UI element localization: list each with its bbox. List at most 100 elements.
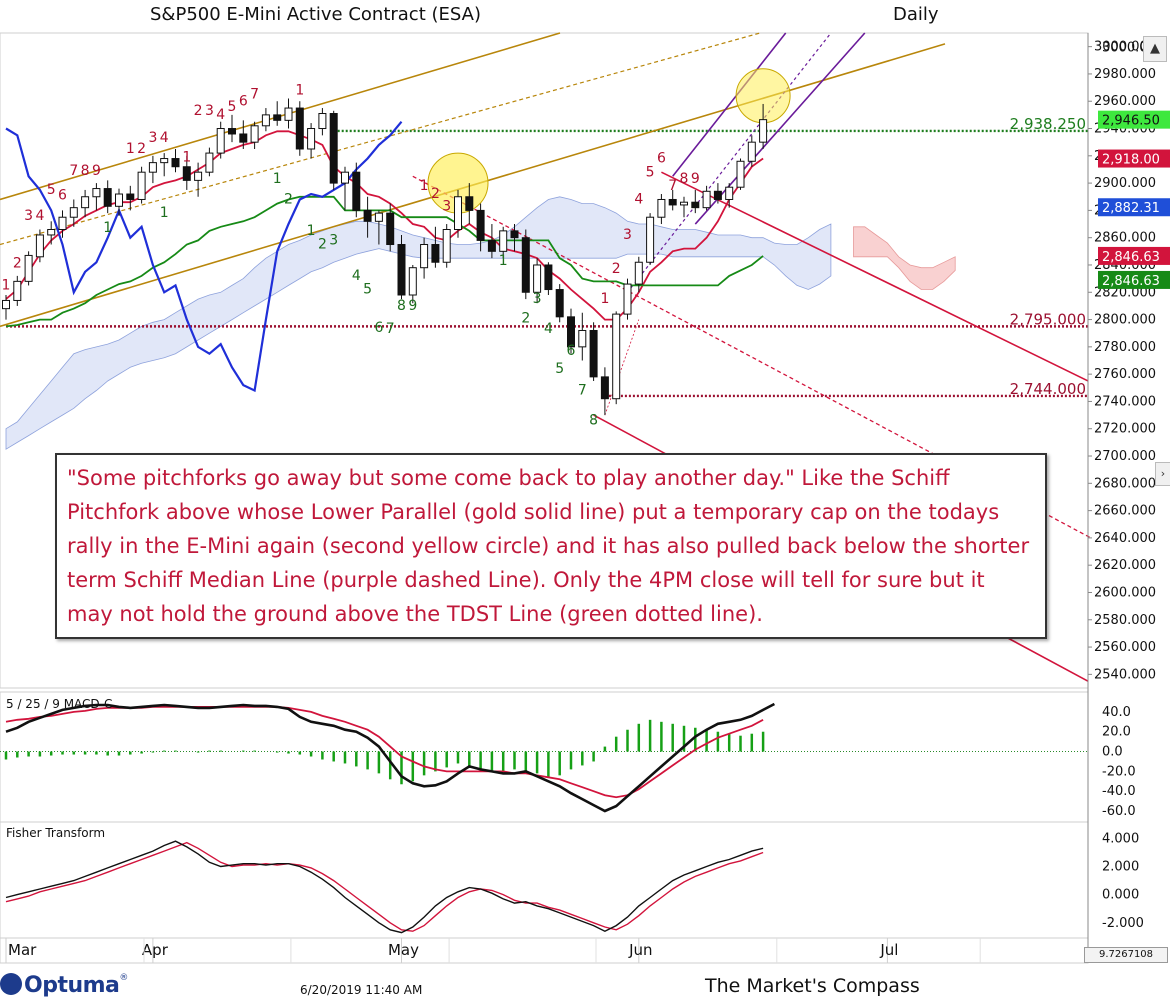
candle-body bbox=[567, 316, 575, 348]
candle-body bbox=[35, 234, 44, 258]
td-setup-green-count: 8 bbox=[589, 413, 598, 429]
candle-body bbox=[69, 207, 78, 218]
macd-tick-label: -20.0 bbox=[1102, 764, 1136, 779]
td-setup-green-count: 1 bbox=[103, 220, 112, 236]
candle-body bbox=[589, 329, 598, 378]
candle-body bbox=[81, 196, 90, 209]
price-badge-label: 2,918.00 bbox=[1102, 153, 1160, 168]
price-badge bbox=[1098, 198, 1170, 217]
ichimoku-cloud-bearish bbox=[853, 226, 956, 290]
candle-body bbox=[397, 244, 406, 296]
price-tick-label: 2980.000 bbox=[1094, 67, 1156, 82]
td-setup-red-count: 4 bbox=[160, 130, 169, 146]
td-setup-green-count: 7 bbox=[386, 321, 395, 337]
price-tick-label: 3000.000 bbox=[1094, 40, 1156, 55]
schiff-median-line bbox=[0, 32, 761, 246]
td-setup-red-count: 1 bbox=[182, 149, 191, 165]
candle-body bbox=[612, 313, 621, 400]
price-tick-label: 2580.000 bbox=[1094, 613, 1156, 628]
td-setup-green-count: 1 bbox=[160, 205, 169, 221]
price-tick-label: 2760.000 bbox=[1094, 367, 1156, 382]
kijun-line bbox=[5, 195, 764, 328]
price-tick-label: 2740.000 bbox=[1094, 394, 1156, 409]
candle-body bbox=[228, 128, 236, 135]
candle-body bbox=[352, 171, 361, 211]
red-short-dotted bbox=[604, 319, 640, 416]
candle-body bbox=[657, 198, 666, 218]
macd-tick-label: 20.0 bbox=[1102, 725, 1131, 740]
price-badge-label: 2,946.50 bbox=[1102, 114, 1160, 129]
fisher-tick-label: 0.000 bbox=[1102, 888, 1139, 903]
candle-body bbox=[216, 128, 225, 154]
candle-body bbox=[205, 152, 214, 173]
date-axis bbox=[0, 937, 1089, 964]
month-tick-label: Mar bbox=[8, 941, 37, 959]
td-setup-green-count: 1 bbox=[273, 171, 282, 187]
td-setup-red-count: 3 bbox=[442, 198, 451, 214]
td-setup-red-count: 6 bbox=[239, 93, 248, 109]
fisher-trigger-line bbox=[5, 841, 764, 932]
price-top-label: 3000.0 bbox=[1102, 41, 1148, 56]
candle-body bbox=[544, 264, 553, 291]
candle-body bbox=[713, 190, 722, 200]
candle-body bbox=[759, 119, 768, 143]
td-setup-red-count: 5 bbox=[646, 164, 655, 180]
candle-body bbox=[194, 171, 203, 181]
price-badge-label: 2,846.63 bbox=[1102, 250, 1160, 265]
candle-body bbox=[499, 230, 508, 252]
candle-body bbox=[533, 264, 542, 293]
candle-body bbox=[702, 190, 711, 209]
td-setup-red-count: 2 bbox=[612, 261, 621, 277]
candle-body bbox=[295, 107, 304, 150]
candle-body bbox=[182, 166, 191, 181]
price-badge-label: 2,882.31 bbox=[1102, 201, 1160, 216]
td-setup-red-count: 7 bbox=[250, 87, 259, 103]
candle-body bbox=[92, 188, 101, 198]
price-tick-label: 2600.000 bbox=[1094, 585, 1156, 600]
period-label: Daily bbox=[893, 4, 939, 25]
price-tick-label: 2780.000 bbox=[1094, 340, 1156, 355]
td-setup-red-count: 6 bbox=[58, 187, 67, 203]
macd-tick-label: 0.0 bbox=[1102, 745, 1123, 760]
fisher-panel bbox=[0, 821, 1089, 939]
price-tick-label: 2960.000 bbox=[1094, 94, 1156, 109]
price-badge bbox=[1098, 270, 1170, 289]
candle-body bbox=[578, 329, 587, 348]
candle-body bbox=[239, 133, 248, 143]
macd-tick-label: 40.0 bbox=[1102, 705, 1131, 720]
cursor-value-readout: 9.7267108 bbox=[1084, 947, 1168, 963]
td-setup-green-count: 9 bbox=[408, 298, 417, 314]
td-setup-green-count: 4 bbox=[352, 268, 361, 284]
td-setup-red-count: 2 bbox=[431, 186, 440, 202]
fisher-tick-label: 2.000 bbox=[1102, 860, 1139, 875]
panel-expand-button[interactable]: › bbox=[1155, 462, 1170, 486]
tenkan-line bbox=[5, 130, 764, 321]
optuma-logo: Optuma® bbox=[0, 973, 128, 998]
candle-body bbox=[420, 244, 429, 269]
level-label: 2,744.000 bbox=[1010, 380, 1086, 398]
candle-body bbox=[487, 239, 496, 252]
price-tick-label: 2540.000 bbox=[1094, 667, 1156, 682]
price-tick-label: 2860.000 bbox=[1094, 231, 1156, 246]
zoom-scroll-button[interactable]: ▲ bbox=[1143, 36, 1167, 62]
candle-body bbox=[341, 171, 349, 184]
td-setup-green-count: 1 bbox=[499, 253, 508, 269]
price-tick-label: 2660.000 bbox=[1094, 504, 1156, 519]
td-setup-green-count: 5 bbox=[363, 282, 372, 298]
td-setup-red-count: 4 bbox=[634, 192, 643, 208]
price-tick-label: 2720.000 bbox=[1094, 422, 1156, 437]
macd-line bbox=[5, 702, 776, 813]
td-setup-green-count: 2 bbox=[284, 192, 293, 208]
candle-body bbox=[284, 107, 293, 121]
td-setup-red-count: 3 bbox=[623, 227, 632, 243]
td-setup-red-count: 9 bbox=[691, 171, 700, 187]
candle-body bbox=[747, 141, 756, 162]
candle-body bbox=[634, 261, 643, 285]
candle-body bbox=[273, 114, 282, 121]
candle-body bbox=[307, 128, 316, 150]
price-tick-label: 2640.000 bbox=[1094, 531, 1156, 546]
candle-body bbox=[476, 209, 485, 241]
td-setup-red-count: 2 bbox=[13, 256, 22, 272]
td-setup-red-count: 1 bbox=[295, 82, 304, 98]
